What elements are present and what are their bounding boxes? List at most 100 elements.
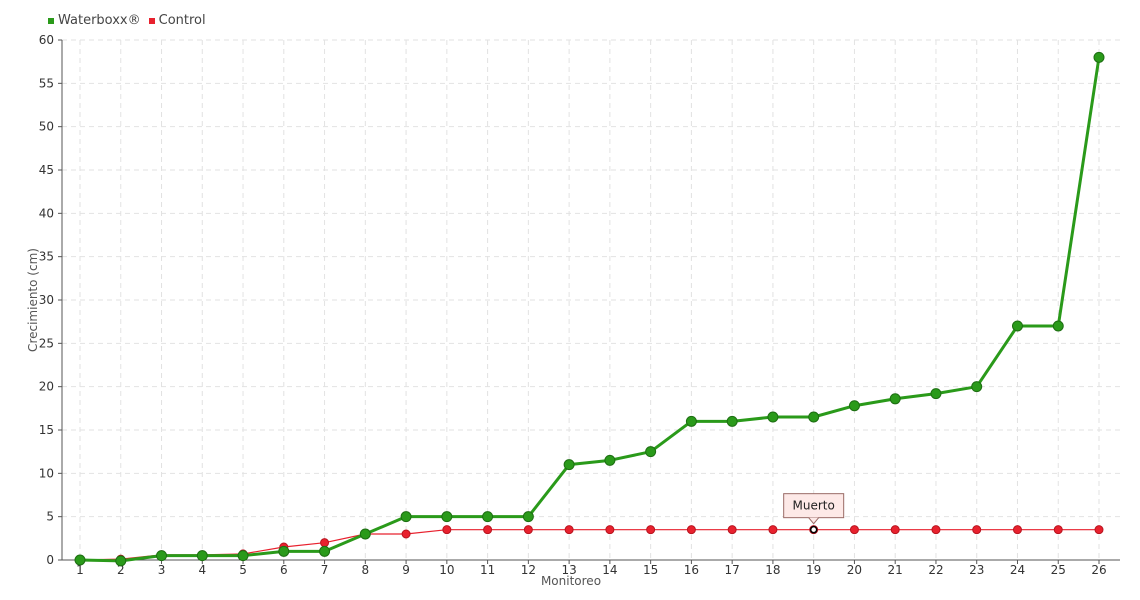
x-axis-label: Monitoreo (541, 574, 601, 588)
y-tick-label: 50 (39, 120, 54, 134)
y-tick-label: 15 (39, 423, 54, 437)
data-point-waterboxx[interactable] (889, 393, 901, 405)
x-tick-label: 13 (561, 563, 576, 577)
legend-swatch-control (148, 17, 155, 24)
x-tick-label: 15 (643, 563, 658, 577)
data-point-control[interactable] (1053, 525, 1063, 535)
x-tick-label: 12 (521, 563, 536, 577)
data-point-waterboxx[interactable] (645, 446, 657, 458)
x-tick-label: 2 (117, 563, 125, 577)
x-tick-label: 8 (361, 563, 369, 577)
data-point-control[interactable] (646, 525, 656, 535)
data-point-waterboxx[interactable] (971, 381, 983, 393)
x-tick-label: 24 (1010, 563, 1025, 577)
y-tick-label: 55 (39, 76, 54, 90)
data-point-waterboxx[interactable] (156, 550, 168, 562)
y-tick-label: 10 (39, 466, 54, 480)
x-tick-label: 11 (480, 563, 495, 577)
data-point-waterboxx[interactable] (74, 554, 86, 566)
data-point-waterboxx[interactable] (359, 528, 371, 540)
data-point-control[interactable] (564, 525, 574, 535)
x-tick-label: 20 (847, 563, 862, 577)
data-point-waterboxx[interactable] (278, 545, 290, 557)
data-point-waterboxx[interactable] (1052, 320, 1064, 332)
x-tick-label: 6 (280, 563, 288, 577)
data-point-control[interactable] (442, 525, 452, 535)
data-point-waterboxx[interactable] (1011, 320, 1023, 332)
data-point-control[interactable] (727, 525, 737, 535)
y-tick-label: 5 (46, 510, 54, 524)
data-point-waterboxx[interactable] (319, 545, 331, 557)
data-point-control[interactable] (483, 525, 493, 535)
data-point-control[interactable] (523, 525, 533, 535)
annotation-pointer (808, 517, 820, 525)
data-point-waterboxx[interactable] (685, 415, 697, 427)
data-point-control[interactable] (1094, 525, 1104, 535)
data-point-waterboxx[interactable] (115, 555, 127, 567)
data-point-waterboxx[interactable] (237, 550, 249, 562)
x-tick-label: 21 (888, 563, 903, 577)
data-point-waterboxx[interactable] (726, 415, 738, 427)
y-tick-label: 40 (39, 206, 54, 220)
annotation-label: Muerto (793, 499, 835, 513)
data-point-waterboxx[interactable] (808, 411, 820, 423)
chart-legend: Waterboxx® Control (48, 13, 206, 28)
x-tick-label: 19 (806, 563, 821, 577)
y-tick-label: 35 (39, 250, 54, 264)
data-point-waterboxx[interactable] (930, 388, 942, 400)
data-point-waterboxx[interactable] (767, 411, 779, 423)
data-point-waterboxx[interactable] (522, 511, 534, 523)
y-tick-label: 60 (39, 33, 54, 47)
data-point-control[interactable] (1012, 525, 1022, 535)
x-tick-label: 22 (928, 563, 943, 577)
annotation-callout (783, 493, 845, 519)
data-point-waterboxx[interactable] (441, 511, 453, 523)
data-point-control[interactable] (686, 525, 696, 535)
x-tick-label: 5 (239, 563, 247, 577)
data-point-waterboxx[interactable] (196, 550, 208, 562)
grid (62, 39, 1120, 560)
x-tick-label: 23 (969, 563, 984, 577)
x-tick-label: 17 (725, 563, 740, 577)
data-point-waterboxx[interactable] (604, 454, 616, 466)
data-point-control[interactable] (849, 525, 859, 535)
data-point-control[interactable] (972, 525, 982, 535)
series-line-control (79, 529, 1099, 561)
data-point-waterboxx[interactable] (1093, 51, 1105, 63)
data-point-control[interactable] (768, 525, 778, 535)
x-tick-label: 1 (76, 563, 84, 577)
annotation-marker (809, 525, 818, 534)
legend-item-waterboxx[interactable]: Waterboxx® (48, 13, 141, 28)
x-tick-label: 16 (684, 563, 699, 577)
legend-label-control: Control (158, 13, 206, 28)
x-tick-label: 9 (402, 563, 410, 577)
data-point-waterboxx[interactable] (563, 459, 575, 471)
y-tick-label: 20 (39, 380, 54, 394)
series-group (74, 51, 1105, 567)
legend-swatch-waterboxx (48, 17, 54, 24)
y-tick-label: 45 (39, 163, 54, 177)
annotations: Muerto (783, 493, 845, 534)
data-point-waterboxx[interactable] (400, 511, 412, 523)
x-tick-label: 10 (439, 563, 454, 577)
data-point-control[interactable] (931, 525, 941, 535)
y-tick-label: 30 (39, 293, 54, 307)
data-point-control[interactable] (890, 525, 900, 535)
x-tick-label: 3 (158, 563, 166, 577)
series-line-waterboxx (79, 57, 1101, 563)
data-point-control[interactable] (605, 525, 615, 535)
x-tick-label: 25 (1051, 563, 1066, 577)
x-tick-label: 26 (1091, 563, 1106, 577)
data-point-control[interactable] (320, 538, 330, 548)
x-tick-label: 14 (602, 563, 617, 577)
x-tick-label: 4 (198, 563, 206, 577)
data-point-waterboxx[interactable] (848, 400, 860, 412)
legend-item-control[interactable]: Control (148, 13, 206, 28)
legend-label-waterboxx: Waterboxx® (58, 13, 141, 28)
data-point-control[interactable] (401, 529, 411, 539)
y-tick-label: 0 (46, 553, 54, 567)
y-axis-label: Crecimiento (cm) (26, 248, 40, 352)
data-point-waterboxx[interactable] (482, 511, 494, 523)
